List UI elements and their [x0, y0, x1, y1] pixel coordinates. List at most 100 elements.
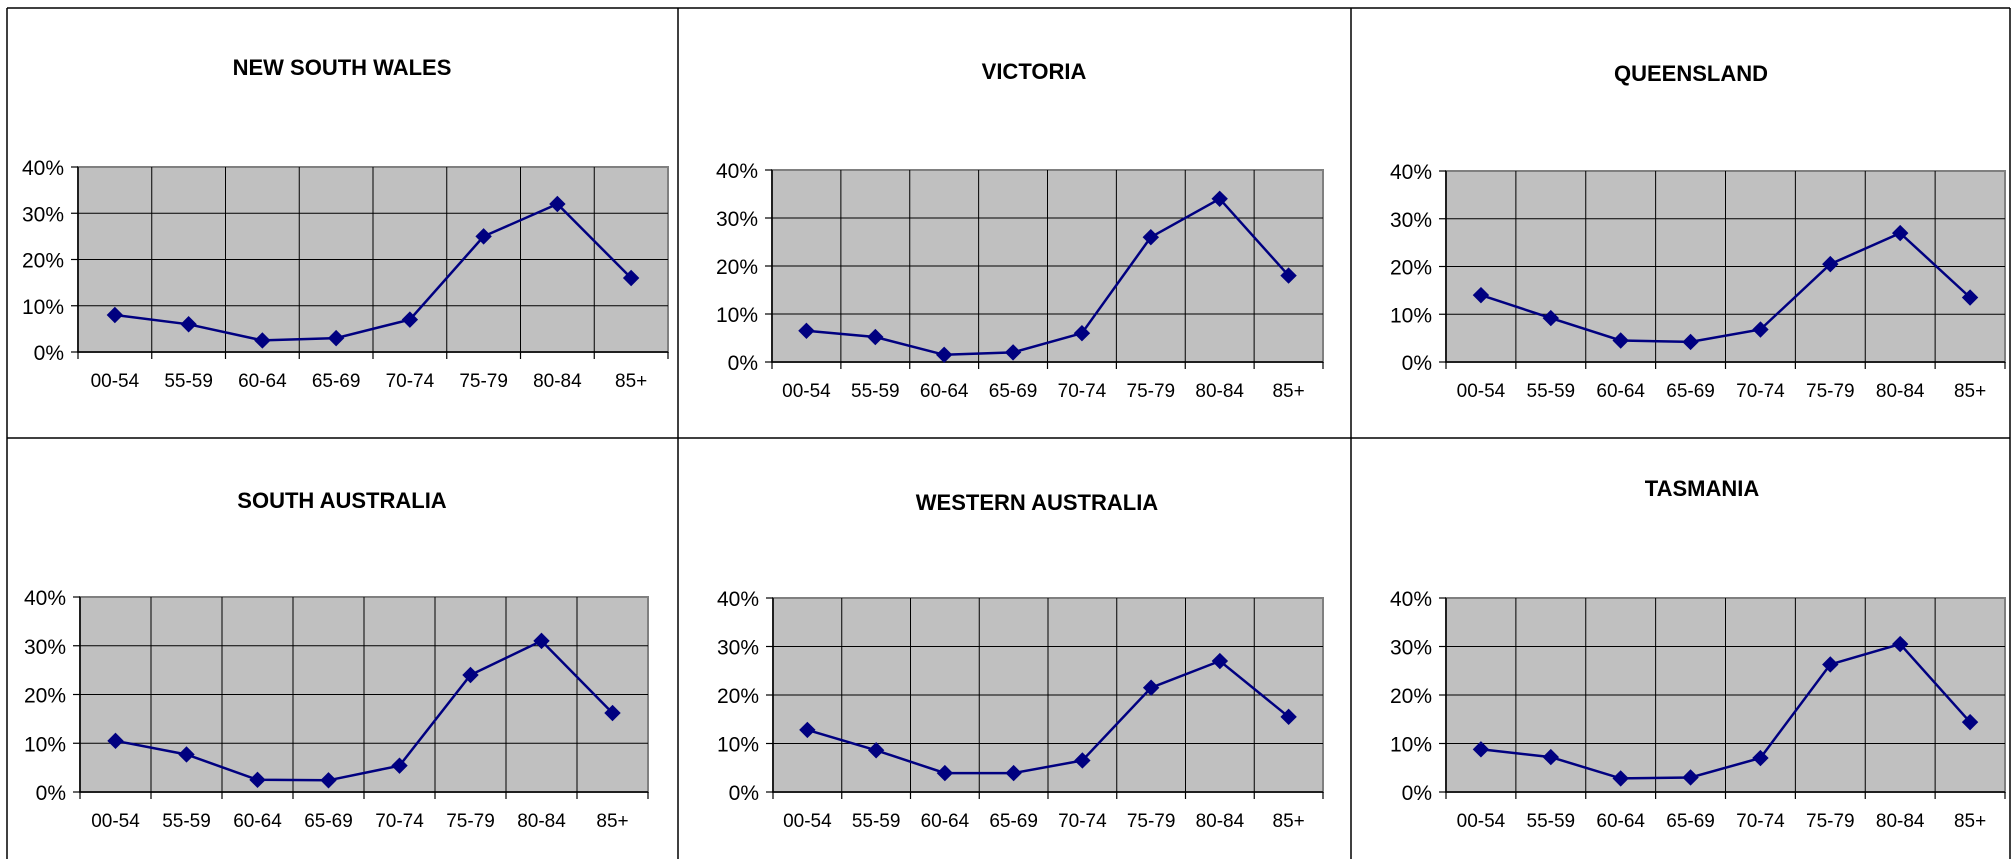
y-tick-label: 30%: [1390, 637, 1432, 660]
y-tick-label: 30%: [1390, 209, 1432, 232]
chart-title: NEW SOUTH WALES: [233, 55, 452, 80]
y-tick-label: 30%: [22, 203, 64, 226]
data-point: [1961, 713, 1979, 731]
data-point: [254, 332, 271, 349]
data-point: [1074, 752, 1091, 769]
x-tick-label: 70-74: [1736, 381, 1785, 402]
data-point: [475, 228, 492, 245]
data-point: [604, 704, 621, 722]
y-tick-label: 40%: [1390, 161, 1432, 184]
series-line: [1480, 642, 1972, 780]
data-point: [1891, 635, 1909, 653]
series-line: [115, 639, 614, 782]
x-tick-label: 65-69: [304, 811, 353, 832]
series-line: [807, 659, 1290, 775]
chart-title: VICTORIA: [982, 59, 1087, 84]
data-point: [867, 742, 885, 759]
x-tick-label: 60-64: [1596, 381, 1645, 402]
y-tick-label: 0%: [728, 352, 758, 375]
data-point: [936, 764, 954, 782]
x-tick-label: 85+: [596, 811, 628, 832]
x-tick-label: 75-79: [1806, 381, 1855, 402]
x-tick-label: 00-54: [783, 811, 832, 832]
chart-tasmania: TASMANIA 0% 10% 20% 30% 40% 00-54 55-59 60-64 65-…: [1390, 476, 2006, 832]
data-point: [1542, 748, 1560, 766]
x-tick-label: 80-84: [1876, 811, 1925, 832]
x-tick-label: 60-64: [921, 811, 970, 832]
data-point: [935, 346, 953, 364]
y-tick-label: 40%: [1390, 588, 1432, 611]
data-point: [1822, 656, 1839, 673]
x-tick-label: 55-59: [852, 811, 901, 832]
chart-western-australia: WESTERN AUSTRALIA 0% 10% 20% 30% 40% 00-54 55-5…: [717, 490, 1324, 832]
chart-new-south-wales: NEW SOUTH WALES 0% 10% 20% 30% 40% 00-54 55-59 6…: [22, 55, 669, 392]
x-tick-label: 65-69: [989, 811, 1038, 832]
x-tick-label: 60-64: [233, 811, 282, 832]
data-point: [798, 322, 815, 340]
chart-title: QUEENSLAND: [1614, 61, 1768, 86]
data-point: [1472, 286, 1490, 304]
data-point: [391, 757, 408, 774]
x-tick-label: 70-74: [1058, 381, 1107, 402]
y-tick-label: 0%: [34, 342, 64, 365]
x-tick-label: 65-69: [989, 381, 1038, 402]
data-point: [1891, 224, 1909, 242]
data-point: [799, 721, 816, 739]
data-point: [622, 269, 640, 287]
x-tick-label: 75-79: [1806, 811, 1855, 832]
chart-victoria: VICTORIA 0% 10% 20% 30% 40% 00-54 55-59 60-64 65-…: [716, 59, 1324, 402]
y-tick-label: 10%: [22, 296, 64, 319]
x-tick-label: 80-84: [1196, 811, 1245, 832]
x-tick-label: 75-79: [1127, 811, 1176, 832]
x-tick-label: 80-84: [1195, 381, 1244, 402]
data-point: [1961, 289, 1979, 306]
data-point: [1211, 652, 1229, 670]
x-tick-label: 70-74: [1058, 811, 1107, 832]
y-tick-label: 20%: [1390, 685, 1432, 708]
x-tick-label: 55-59: [1527, 381, 1576, 402]
data-point: [1073, 324, 1091, 342]
x-tick-label: 75-79: [459, 371, 508, 392]
data-point: [867, 328, 884, 346]
chart-title: WESTERN AUSTRALIA: [916, 490, 1159, 515]
y-tick-label: 30%: [717, 637, 759, 660]
data-point: [533, 632, 550, 650]
y-tick-label: 0%: [729, 782, 759, 805]
x-tick-label: 75-79: [1127, 381, 1176, 402]
data-point: [1682, 769, 1699, 786]
y-tick-label: 20%: [22, 250, 64, 273]
x-tick-label: 00-54: [91, 811, 140, 832]
x-tick-label: 85+: [615, 371, 647, 392]
x-tick-label: 85+: [1954, 381, 1986, 402]
data-point: [1142, 679, 1160, 696]
y-tick-label: 10%: [717, 734, 759, 757]
chart-queensland: QUEENSLAND 0% 10% 20% 30% 40% 00-54 55-59 60-64 6…: [1390, 61, 2006, 402]
y-tick-label: 40%: [22, 157, 64, 180]
y-tick-label: 0%: [36, 782, 66, 805]
data-point: [320, 772, 337, 789]
data-point: [107, 732, 124, 750]
series-line: [1480, 231, 1971, 344]
x-tick-label: 00-54: [1457, 381, 1506, 402]
x-tick-label: 65-69: [1666, 381, 1715, 402]
y-tick-label: 20%: [24, 685, 66, 708]
x-tick-label: 55-59: [164, 371, 213, 392]
y-tick-label: 10%: [24, 733, 66, 756]
data-point: [1280, 267, 1297, 284]
y-tick-label: 40%: [716, 160, 758, 183]
y-tick-label: 10%: [716, 304, 758, 327]
y-tick-label: 20%: [717, 685, 759, 708]
chart-title: SOUTH AUSTRALIA: [237, 488, 447, 513]
data-point: [1612, 770, 1629, 787]
series-line: [806, 197, 1290, 357]
x-tick-label: 00-54: [782, 381, 831, 402]
data-point: [1280, 708, 1297, 726]
x-tick-label: 55-59: [851, 381, 900, 402]
data-point: [1682, 333, 1699, 351]
x-tick-label: 80-84: [1876, 381, 1925, 402]
x-tick-label: 85+: [1954, 811, 1986, 832]
data-point: [180, 316, 197, 333]
x-tick-label: 65-69: [312, 371, 361, 392]
y-tick-label: 20%: [716, 256, 758, 279]
